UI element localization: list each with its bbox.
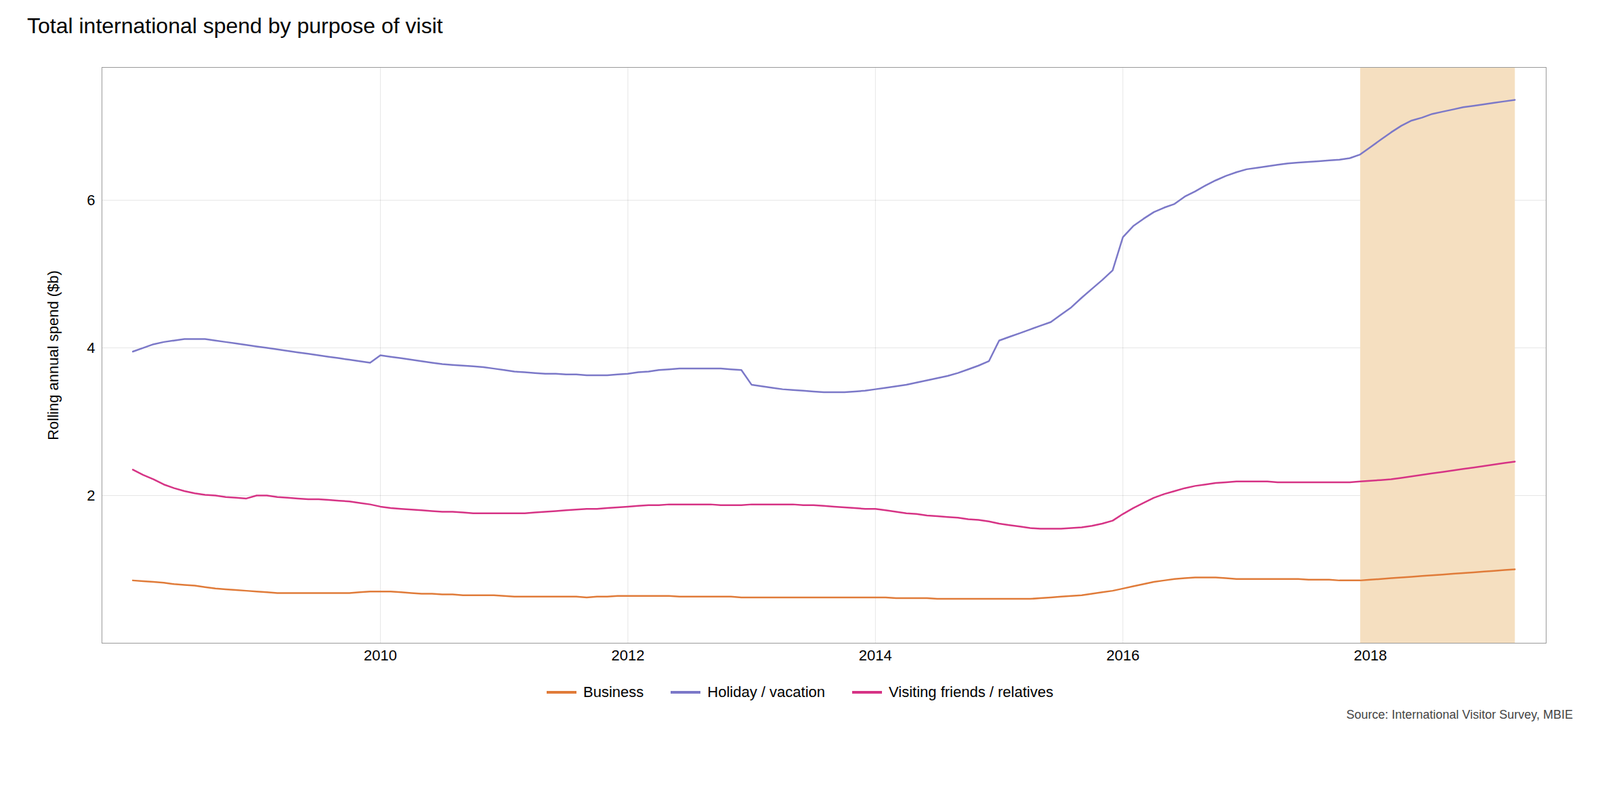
html-text:Visiting friends / relatives: Visiting friends / relatives [888,683,1054,701]
html-text:Holiday / vacation: Holiday / vacation [707,683,826,701]
html-text:Total international spend by p: Total international spend by purpose of … [27,13,443,38]
svg-text:2012: 2012 [611,646,645,664]
svg-text:Rolling annual spend ($b): Rolling annual spend ($b) [44,270,62,441]
html-text:Source: International Visitor: Source: International Visitor Survey, MB… [1346,707,1573,722]
html-text:Business: Business [583,683,644,701]
svg-text:2: 2 [86,487,95,504]
svg-text:2010: 2010 [363,646,397,664]
svg-text:2016: 2016 [1106,646,1140,664]
svg-text:2018: 2018 [1354,646,1388,664]
svg-text:4: 4 [86,339,95,357]
svg-text:2014: 2014 [858,646,893,664]
svg-text:6: 6 [86,191,95,209]
